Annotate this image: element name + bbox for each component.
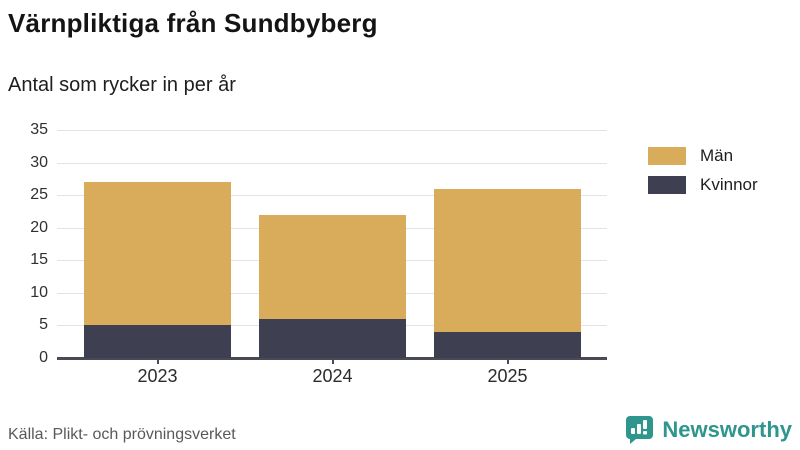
x-tick-mark <box>156 358 159 364</box>
source-attribution: Källa: Plikt- och prövningsverket <box>8 426 236 443</box>
legend-item-women: Kvinnor <box>648 175 758 195</box>
x-tick-label: 2025 <box>487 366 528 386</box>
bar-segment-kvinnor <box>434 331 581 358</box>
gridline <box>57 130 607 131</box>
x-tick-mark <box>506 358 509 364</box>
y-tick-label: 25 <box>30 186 48 204</box>
brand-name: Newsworthy <box>662 416 792 442</box>
legend-item-men: Män <box>648 146 758 166</box>
gridline <box>57 162 607 164</box>
y-tick-label: 15 <box>30 251 48 269</box>
gridline <box>57 195 607 197</box>
chart-subtitle: Antal som rycker in per år <box>8 74 236 96</box>
y-tick-label: 5 <box>39 316 48 334</box>
y-tick-label: 20 <box>30 218 48 236</box>
bar-segment-man <box>434 188 581 332</box>
bar-segment-man <box>84 182 231 326</box>
bar-segment-man <box>259 214 406 319</box>
chart-title: Värnpliktiga från Sundbyberg <box>8 8 378 38</box>
x-tick-mark <box>331 358 334 364</box>
y-tick-label: 0 <box>39 349 48 366</box>
plot-area: 0 5 10 15 20 25 30 35 2023 2024 2025 <box>30 121 607 386</box>
y-tick-label: 30 <box>30 153 48 171</box>
x-tick-label: 2024 <box>312 366 353 386</box>
legend-swatch-women <box>648 176 686 194</box>
legend-swatch-men <box>648 147 686 165</box>
y-tick-label: 10 <box>30 283 48 301</box>
y-tick-label: 35 <box>30 121 48 138</box>
brand-lockup: Newsworthy <box>624 414 792 445</box>
legend-label-women: Kvinnor <box>700 175 758 194</box>
bar-chart-speech-bubble-icon <box>624 414 655 445</box>
legend-label-men: Män <box>700 146 734 165</box>
bar-segment-kvinnor <box>259 318 406 358</box>
x-tick-label: 2023 <box>137 366 178 386</box>
legend: Män Kvinnor <box>648 146 758 195</box>
bar-segment-kvinnor <box>84 325 231 358</box>
